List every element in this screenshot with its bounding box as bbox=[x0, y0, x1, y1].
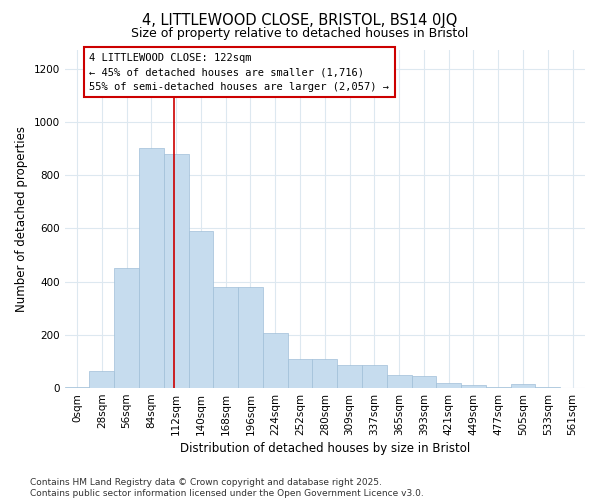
Bar bbox=[89, 371, 114, 388]
Text: 4 LITTLEWOOD CLOSE: 122sqm
← 45% of detached houses are smaller (1,716)
55% of s: 4 LITTLEWOOD CLOSE: 122sqm ← 45% of deta… bbox=[89, 52, 389, 92]
Bar bbox=[511, 384, 535, 388]
Bar bbox=[337, 366, 362, 388]
Bar bbox=[238, 287, 263, 388]
Bar bbox=[114, 268, 139, 388]
Text: 4, LITTLEWOOD CLOSE, BRISTOL, BS14 0JQ: 4, LITTLEWOOD CLOSE, BRISTOL, BS14 0JQ bbox=[142, 12, 458, 28]
Text: Size of property relative to detached houses in Bristol: Size of property relative to detached ho… bbox=[131, 28, 469, 40]
Bar bbox=[412, 376, 436, 388]
Bar bbox=[214, 287, 238, 388]
Bar bbox=[461, 386, 486, 388]
Bar bbox=[313, 359, 337, 388]
X-axis label: Distribution of detached houses by size in Bristol: Distribution of detached houses by size … bbox=[180, 442, 470, 455]
Bar bbox=[362, 366, 387, 388]
Bar bbox=[263, 334, 287, 388]
Bar bbox=[139, 148, 164, 388]
Bar bbox=[188, 231, 214, 388]
Bar bbox=[164, 154, 188, 388]
Bar bbox=[486, 386, 511, 388]
Y-axis label: Number of detached properties: Number of detached properties bbox=[15, 126, 28, 312]
Bar bbox=[535, 386, 560, 388]
Bar bbox=[287, 359, 313, 388]
Bar bbox=[65, 386, 89, 388]
Text: Contains HM Land Registry data © Crown copyright and database right 2025.
Contai: Contains HM Land Registry data © Crown c… bbox=[30, 478, 424, 498]
Bar bbox=[436, 382, 461, 388]
Bar bbox=[387, 375, 412, 388]
